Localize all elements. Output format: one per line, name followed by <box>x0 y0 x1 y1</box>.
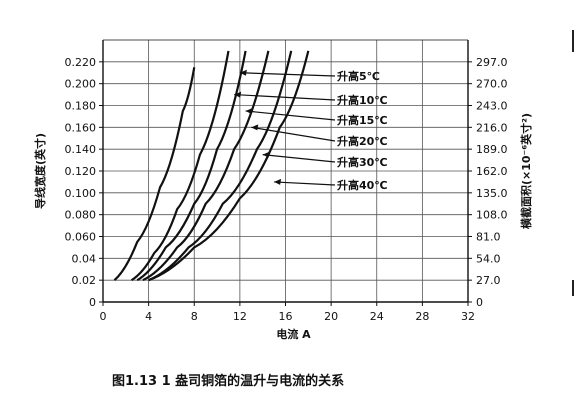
y-tick-label-right: 81.0 <box>476 231 501 244</box>
label-leader-line <box>239 72 336 77</box>
x-tick-label: 16 <box>279 310 293 323</box>
leader-arrowhead <box>245 107 253 114</box>
label-leader-line <box>251 126 336 142</box>
leader-arrowhead <box>274 178 282 185</box>
series-label: 升高20℃ <box>337 134 388 148</box>
series-line <box>148 50 293 282</box>
y-tick-label-left: 0.160 <box>65 121 97 134</box>
x-tick-label: 4 <box>145 310 152 323</box>
y-tick-label-left: 0.04 <box>72 252 97 265</box>
label-leader-line <box>274 181 336 186</box>
x-axis-title: 电流 A <box>276 327 311 341</box>
y-tick-label-left: 0.180 <box>65 100 97 113</box>
series-line <box>136 50 247 282</box>
series-label: 升高15℃ <box>337 113 388 127</box>
x-tick-label: 28 <box>415 310 429 323</box>
y-tick-label-right: 243.0 <box>476 100 508 113</box>
leader-arrowhead <box>251 124 259 131</box>
series-line <box>130 50 230 282</box>
y-tick-label-left: 0.060 <box>65 231 97 244</box>
series-label: 升高10℃ <box>337 93 388 107</box>
y-tick-label-right: 162.0 <box>476 165 508 178</box>
y-tick-label-left: 0.200 <box>65 78 97 91</box>
y-tick-label-left: 0 <box>89 296 96 309</box>
y-tick-label-left: 0.220 <box>65 56 97 69</box>
x-tick-label: 32 <box>461 310 475 323</box>
x-tick-label: 8 <box>191 310 198 323</box>
leader-arrowhead <box>239 69 247 76</box>
y-tick-label-right: 270.0 <box>476 78 508 91</box>
label-leader-line <box>234 93 336 101</box>
y-tick-label-right: 297.0 <box>476 56 508 69</box>
series-label: 升高30℃ <box>337 155 388 169</box>
y-tick-label-right: 0 <box>476 296 483 309</box>
label-leader-line <box>262 154 336 163</box>
series-line <box>148 50 310 282</box>
chart-series <box>113 50 310 282</box>
y-tick-label-right: 216.0 <box>476 121 508 134</box>
series-label: 升高40℃ <box>337 178 388 192</box>
y-tick-label-left: 0.100 <box>65 187 97 200</box>
y-tick-label-right: 54.0 <box>476 252 501 265</box>
leader-arrowhead <box>234 91 242 98</box>
y-tick-label-right: 27.0 <box>476 274 501 287</box>
scan-edge-mark <box>572 280 574 296</box>
y-tick-label-right: 108.0 <box>476 209 508 222</box>
y-tick-label-right: 189.0 <box>476 143 508 156</box>
chart-labels: 0 4 8 12 16 20 24 28 3200.020.040.0600.0800.1000… <box>33 56 533 341</box>
chart-grid <box>102 40 469 303</box>
y-tick-label-left: 0.080 <box>65 209 97 222</box>
series-label: 升高5℃ <box>337 69 380 83</box>
leader-arrowhead <box>262 151 270 158</box>
y-tick-label-left: 0.120 <box>65 165 97 178</box>
y-tick-label-right: 135.0 <box>476 187 508 200</box>
y-tick-label-left: 0.02 <box>72 274 97 287</box>
y-tick-label-left: 0.140 <box>65 143 97 156</box>
y-axis-title-right: 横截面积(×10⁻⁶英寸²) <box>519 113 533 229</box>
x-tick-label: 20 <box>324 310 338 323</box>
x-tick-label: 12 <box>233 310 247 323</box>
series-line <box>142 50 270 282</box>
x-tick-label: 24 <box>370 310 384 323</box>
label-leader-line <box>245 110 336 121</box>
y-axis-title-left: 导线宽度(英寸) <box>33 133 47 209</box>
chart-axes <box>99 39 472 306</box>
figure-caption: 图1.13 1 盎司铜箔的温升与电流的关系 <box>112 374 345 389</box>
scan-edge-mark <box>572 30 574 52</box>
label-leader-lines <box>234 69 336 186</box>
x-tick-label: 0 <box>100 310 107 323</box>
series-line <box>113 67 196 282</box>
